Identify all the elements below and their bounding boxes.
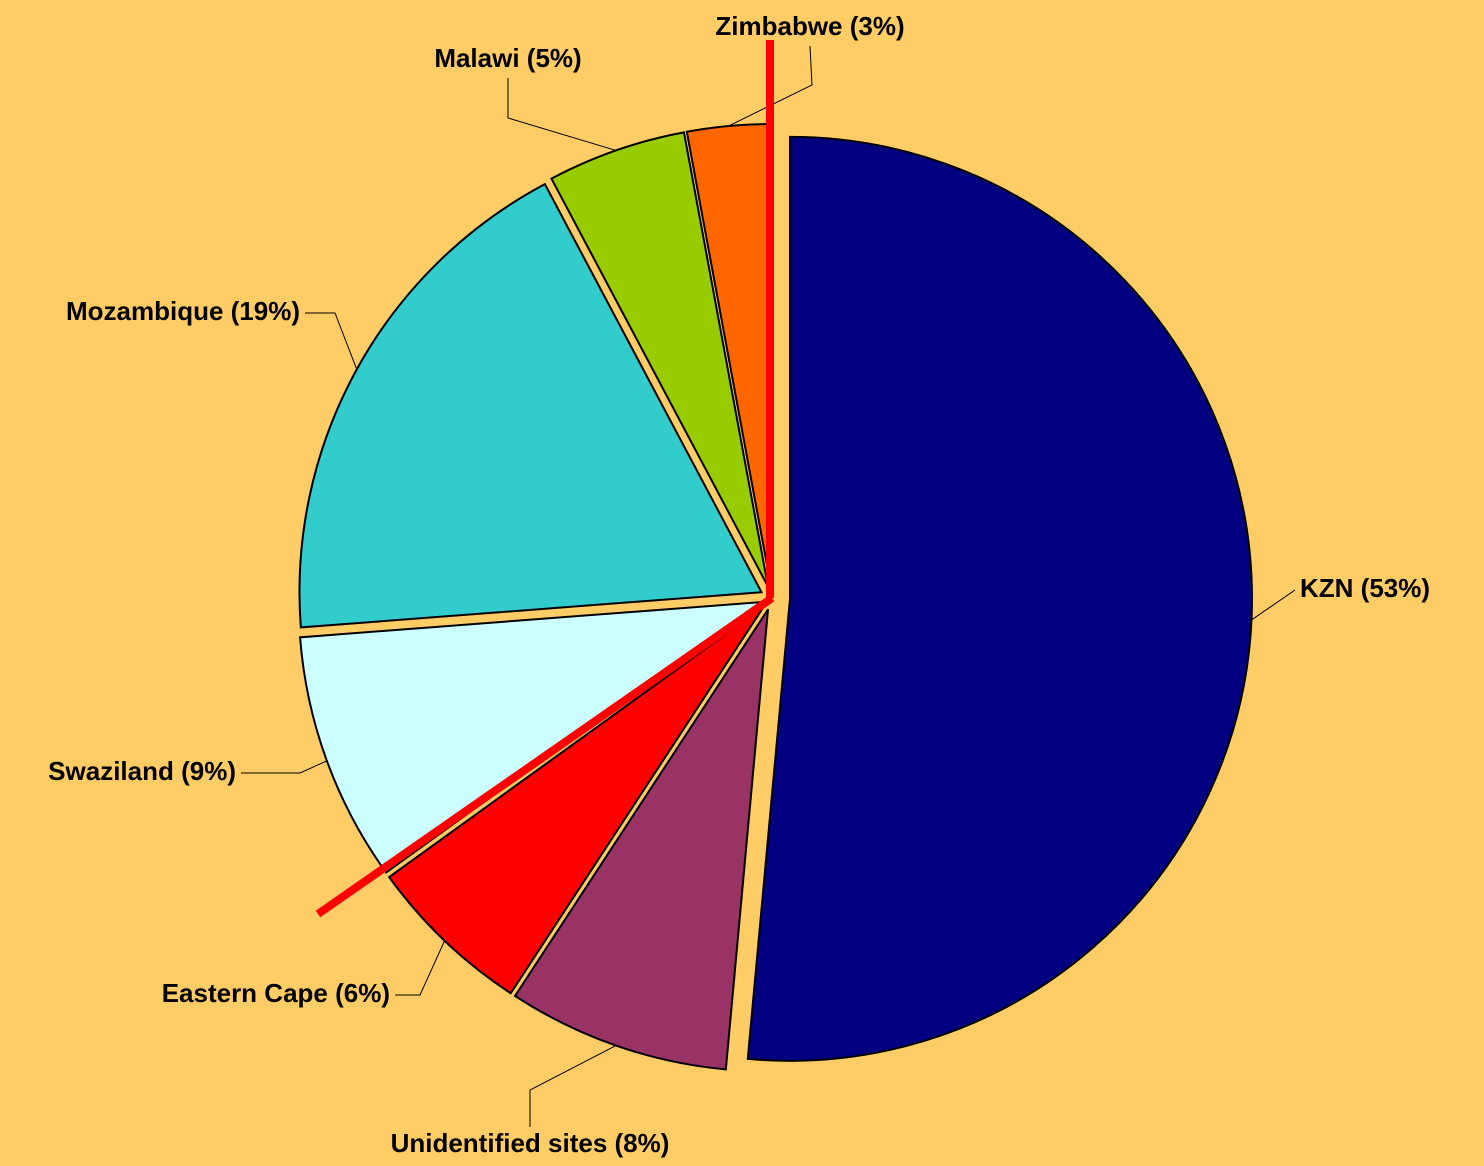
pie-slice [550, 131, 770, 588]
data-label: Swaziland (9%) [48, 756, 236, 786]
pie [298, 123, 1253, 1071]
pie-slice [298, 600, 765, 874]
leader-line [395, 940, 446, 996]
leader-line [305, 312, 358, 370]
data-label: Eastern Cape (6%) [162, 978, 390, 1008]
pie-slice [513, 608, 770, 1071]
leader-line [507, 78, 617, 151]
data-label: Malawi (5%) [434, 43, 581, 73]
leader-line [241, 760, 328, 774]
leader-line [529, 1045, 617, 1127]
labels: KZN (53%) Unidentified sites (8%) Eastern … [48, 11, 1430, 1158]
pie-slice [387, 605, 765, 995]
data-label: Unidentified sites (8%) [391, 1128, 670, 1158]
data-label: Zimbabwe (3%) [715, 11, 904, 41]
data-label: KZN (53%) [1300, 573, 1430, 603]
leader-line [1251, 589, 1296, 621]
annotation-line [315, 594, 775, 918]
leader-line [728, 45, 813, 127]
data-label: Mozambique (19%) [66, 296, 300, 326]
